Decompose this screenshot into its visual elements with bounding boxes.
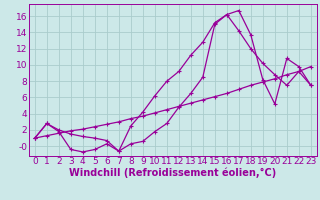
X-axis label: Windchill (Refroidissement éolien,°C): Windchill (Refroidissement éolien,°C) <box>69 168 276 178</box>
